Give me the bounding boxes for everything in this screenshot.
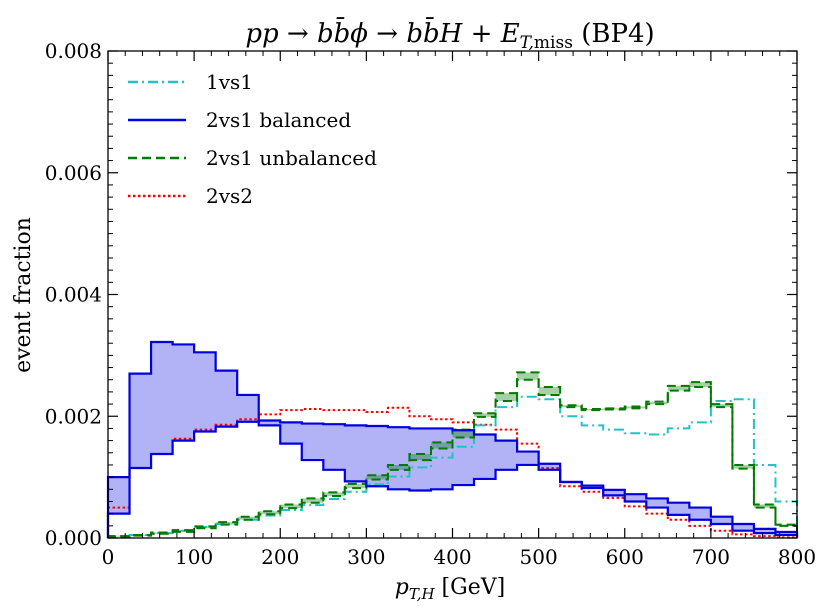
series-line-2vs1-balanced bbox=[106, 340, 799, 538]
x-tick-label: 100 bbox=[175, 545, 213, 569]
x-tick-label: 200 bbox=[261, 545, 299, 569]
x-tick-label: 800 bbox=[778, 545, 816, 569]
x-tick-label: 400 bbox=[433, 545, 471, 569]
x-tick-label: 0 bbox=[102, 545, 115, 569]
x-tick-label: 600 bbox=[606, 545, 644, 569]
legend: 1vs1 2vs1 balanced 2vs1 unbalanced 2vs2 bbox=[128, 70, 377, 208]
legend-label: 1vs1 bbox=[206, 70, 253, 94]
y-tick-label: 0.008 bbox=[45, 39, 102, 63]
legend-label: 2vs1 unbalanced bbox=[206, 146, 377, 170]
y-tick-label: 0.000 bbox=[45, 526, 102, 550]
x-tick-label: 300 bbox=[347, 545, 385, 569]
y-tick-label: 0.004 bbox=[45, 283, 102, 307]
legend-label: 2vs2 bbox=[206, 184, 253, 208]
x-axis-label: pT,H [GeV] bbox=[395, 575, 505, 603]
series-line-1vs1 bbox=[107, 395, 798, 538]
x-tick-label: 700 bbox=[692, 545, 730, 569]
y-tick-label: 0.002 bbox=[45, 404, 102, 428]
axes: 0 100 200 300 400 500 600 700 800 0.000 0.002 0.004… bbox=[45, 39, 816, 569]
legend-label: 2vs1 balanced bbox=[206, 108, 351, 132]
plot-area bbox=[106, 340, 799, 539]
y-axis-label: event fraction bbox=[11, 217, 36, 373]
series-line-2vs2 bbox=[107, 406, 798, 539]
band-2vs1-balanced bbox=[108, 341, 797, 535]
y-tick-label: 0.006 bbox=[45, 161, 102, 185]
chart-title: pp → bb̄ϕ → bb̄H + ET,miss (BP4) bbox=[245, 16, 654, 53]
series-line-2vs1-balanced-bound bbox=[106, 419, 799, 538]
x-tick-label: 500 bbox=[520, 545, 558, 569]
